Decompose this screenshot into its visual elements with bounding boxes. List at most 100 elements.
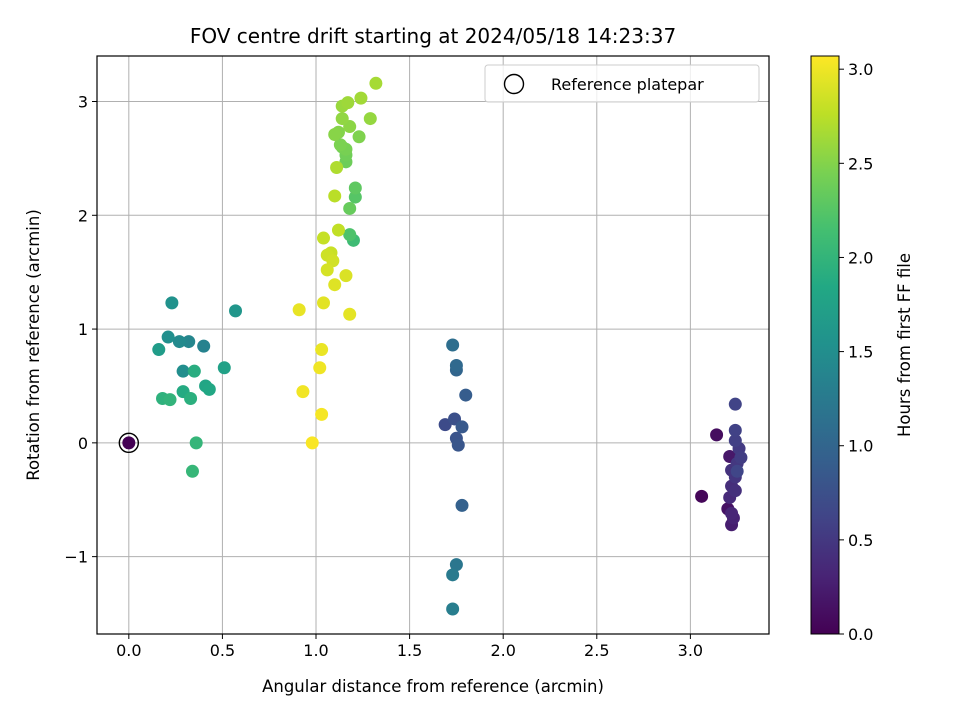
data-point xyxy=(728,423,742,437)
plot-frame xyxy=(96,55,770,635)
data-point xyxy=(152,343,166,357)
data-point xyxy=(710,428,724,442)
y-tick-label: 2 xyxy=(78,206,88,225)
data-point xyxy=(217,361,231,375)
data-point xyxy=(305,436,319,450)
x-tick-label: 1.0 xyxy=(303,641,328,660)
y-axis-label: Rotation from reference (arcmin) xyxy=(24,209,43,481)
data-point xyxy=(369,76,383,90)
data-point xyxy=(328,278,342,292)
data-point xyxy=(725,506,739,520)
data-point xyxy=(122,436,136,450)
data-point xyxy=(455,420,469,434)
data-point xyxy=(163,393,177,407)
data-point xyxy=(176,364,190,378)
data-point xyxy=(172,335,186,349)
data-point xyxy=(446,568,460,582)
y-tick-label: −1 xyxy=(64,548,88,567)
data-point xyxy=(730,464,744,478)
data-point xyxy=(728,397,742,411)
colorbar-tick-label: 1.5 xyxy=(848,343,873,362)
data-point xyxy=(330,161,344,175)
x-tick-label: 2.5 xyxy=(584,641,609,660)
legend: Reference platepar xyxy=(484,64,760,103)
data-point xyxy=(328,189,342,203)
data-point xyxy=(695,489,709,503)
colorbar-tick-label: 3.0 xyxy=(848,60,873,79)
grid xyxy=(97,56,769,634)
data-point xyxy=(343,201,357,215)
data-point xyxy=(446,338,460,352)
data-point xyxy=(229,304,243,318)
data-point xyxy=(341,96,355,110)
colorbar-tick-label: 1.0 xyxy=(848,437,873,456)
data-point xyxy=(352,130,366,144)
data-point xyxy=(184,391,198,405)
data-point xyxy=(165,296,179,310)
data-point xyxy=(343,307,357,321)
data-point xyxy=(315,407,329,421)
y-tick-label: 3 xyxy=(78,93,88,112)
data-point xyxy=(363,112,377,126)
data-point xyxy=(449,558,463,572)
chart-title: FOV centre drift starting at 2024/05/18 … xyxy=(190,24,676,48)
data-point xyxy=(313,361,327,375)
data-point xyxy=(343,228,357,242)
x-tick-label: 1.5 xyxy=(397,641,422,660)
data-point xyxy=(459,388,473,402)
data-point xyxy=(339,269,353,283)
y-axis: −1 0 1 2 3 xyxy=(64,93,97,567)
data-point xyxy=(348,190,362,204)
data-point xyxy=(320,263,334,277)
data-point xyxy=(197,339,211,353)
x-axis-label: Angular distance from reference (arcmin) xyxy=(262,677,604,696)
x-tick-label: 2.0 xyxy=(490,641,515,660)
data-point xyxy=(202,382,216,396)
y-tick-label: 1 xyxy=(78,320,88,339)
data-point xyxy=(182,335,196,349)
x-tick-label: 0.0 xyxy=(116,641,141,660)
data-point xyxy=(328,128,342,142)
data-point xyxy=(348,181,362,195)
colorbar-gradient xyxy=(811,56,839,634)
data-point xyxy=(333,138,347,152)
legend-box xyxy=(484,64,760,103)
data-points xyxy=(122,76,748,616)
data-point xyxy=(455,498,469,512)
data-point xyxy=(354,91,368,105)
colorbar-tick-label: 0.5 xyxy=(848,531,873,550)
colorbar-tick-label: 2.0 xyxy=(848,248,873,267)
data-point xyxy=(734,451,748,465)
x-axis: 0.0 0.5 1.0 1.5 2.0 2.5 3.0 xyxy=(116,634,703,660)
colorbar-ticks: 0.0 0.5 1.0 1.5 2.0 2.5 3.0 xyxy=(839,60,873,644)
data-point xyxy=(185,464,199,478)
colorbar-tick-label: 2.5 xyxy=(848,154,873,173)
data-point xyxy=(449,358,463,372)
data-point xyxy=(331,223,345,237)
data-point xyxy=(438,418,452,432)
x-tick-label: 0.5 xyxy=(210,641,235,660)
data-point xyxy=(187,364,201,378)
data-point xyxy=(316,231,330,245)
data-point xyxy=(161,330,175,344)
colorbar-tick-label: 0.0 xyxy=(848,625,873,644)
y-tick-label: 0 xyxy=(78,434,88,453)
colorbar-label: Hours from first FF file xyxy=(895,253,914,437)
data-point xyxy=(315,343,329,357)
data-point xyxy=(728,484,742,498)
colorbar: 0.0 0.5 1.0 1.5 2.0 2.5 3.0 Hours from first F… xyxy=(810,55,914,644)
data-point xyxy=(446,602,460,616)
data-point xyxy=(728,434,742,448)
legend-entry-reference: Reference platepar xyxy=(551,75,704,94)
data-point xyxy=(451,438,465,452)
legend-reference-marker xyxy=(503,73,525,95)
data-point xyxy=(189,436,203,450)
data-point xyxy=(316,296,330,310)
reference-marker-group xyxy=(118,432,140,454)
data-point xyxy=(292,303,306,317)
x-tick-label: 3.0 xyxy=(678,641,703,660)
reference-platepar-marker xyxy=(118,432,140,454)
colorbar-frame xyxy=(810,55,840,635)
data-point xyxy=(296,385,310,399)
